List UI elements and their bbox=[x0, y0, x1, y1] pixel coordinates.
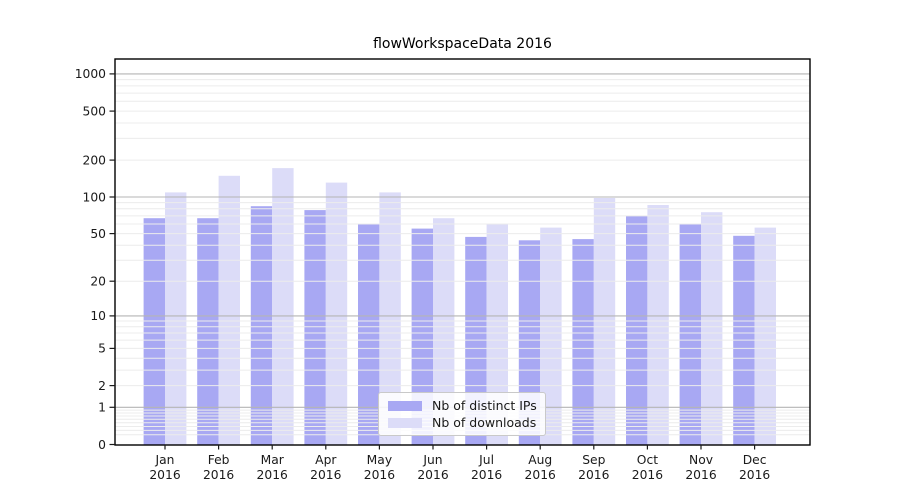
x-tick-label-month: Mar bbox=[261, 453, 285, 467]
bar-distinct-ips-jun bbox=[411, 228, 433, 445]
bar-distinct-ips-jan bbox=[143, 218, 165, 445]
bar-downloads-may bbox=[379, 192, 401, 445]
y-tick-label: 5 bbox=[98, 342, 106, 356]
bar-downloads-jan bbox=[165, 192, 187, 445]
legend-swatch-downloads bbox=[388, 417, 422, 428]
x-tick-label-month: Nov bbox=[689, 453, 713, 467]
y-tick-label: 1 bbox=[98, 401, 106, 415]
bar-distinct-ips-sep bbox=[572, 239, 594, 445]
x-tick-label-month: Feb bbox=[208, 453, 230, 467]
x-tick-label-month: Jan bbox=[155, 453, 175, 467]
x-tick-label-year: 2016 bbox=[310, 468, 341, 482]
bar-distinct-ips-oct bbox=[626, 215, 648, 445]
bar-distinct-ips-apr bbox=[304, 210, 326, 445]
x-tick-label-year: 2016 bbox=[471, 468, 502, 482]
y-tick-label: 0 bbox=[98, 438, 106, 452]
legend-item-distinct-ips: Nb of distinct IPs bbox=[388, 398, 537, 413]
bar-downloads-apr bbox=[325, 182, 348, 445]
x-tick-label-year: 2016 bbox=[632, 468, 663, 482]
legend-item-downloads: Nb of downloads bbox=[388, 415, 536, 430]
y-tick-label: 200 bbox=[83, 153, 106, 167]
y-tick-label: 500 bbox=[83, 104, 106, 118]
x-tick-label-month: Sep bbox=[582, 453, 605, 467]
bar-downloads-jul bbox=[486, 224, 508, 445]
x-tick-label-year: 2016 bbox=[739, 468, 770, 482]
x-tick-label-month: Dec bbox=[743, 453, 767, 467]
x-tick-label-year: 2016 bbox=[149, 468, 180, 482]
chart-title: flowWorkspaceData 2016 bbox=[373, 36, 552, 52]
bar-distinct-ips-nov bbox=[679, 224, 701, 445]
x-tick-label-year: 2016 bbox=[417, 468, 448, 482]
x-tick-label-month: May bbox=[367, 453, 392, 467]
x-tick-label-month: Apr bbox=[315, 453, 337, 467]
legend-swatch-distinct-ips bbox=[388, 400, 422, 411]
bar-downloads-mar bbox=[272, 168, 294, 445]
bar-downloads-oct bbox=[647, 205, 669, 445]
bar-downloads-feb bbox=[218, 175, 240, 446]
y-tick-label: 2 bbox=[98, 379, 106, 393]
legend-label-distinct-ips: Nb of distinct IPs bbox=[432, 398, 537, 413]
bar-downloads-dec bbox=[754, 227, 776, 445]
plot-border bbox=[114, 58, 811, 446]
bar-downloads-nov bbox=[701, 212, 723, 445]
y-tick-label: 50 bbox=[90, 227, 106, 241]
y-tick-label: 20 bbox=[90, 275, 106, 289]
x-tick-label-year: 2016 bbox=[203, 468, 234, 482]
y-tick-label: 1000 bbox=[75, 67, 106, 81]
legend: Nb of distinct IPs Nb of downloads bbox=[378, 392, 546, 436]
y-tick-label: 10 bbox=[90, 309, 106, 323]
y-tick-label: 100 bbox=[83, 190, 106, 204]
x-tick-label-month: Aug bbox=[528, 453, 552, 467]
x-tick-label-month: Oct bbox=[637, 453, 658, 467]
x-tick-label-month: Jul bbox=[478, 453, 494, 467]
x-tick-label-year: 2016 bbox=[257, 468, 288, 482]
x-tick-label-year: 2016 bbox=[578, 468, 609, 482]
legend-label-downloads: Nb of downloads bbox=[432, 415, 537, 430]
x-tick-label-month: Jun bbox=[422, 453, 442, 467]
x-tick-label-year: 2016 bbox=[525, 468, 556, 482]
x-tick-label-year: 2016 bbox=[685, 468, 716, 482]
x-tick-label-year: 2016 bbox=[364, 468, 395, 482]
bar-downloads-jun bbox=[433, 218, 455, 445]
bar-distinct-ips-feb bbox=[197, 218, 219, 445]
bar-downloads-aug bbox=[540, 227, 562, 445]
bar-distinct-ips-mar bbox=[250, 206, 273, 445]
bar-distinct-ips-may bbox=[358, 224, 380, 445]
